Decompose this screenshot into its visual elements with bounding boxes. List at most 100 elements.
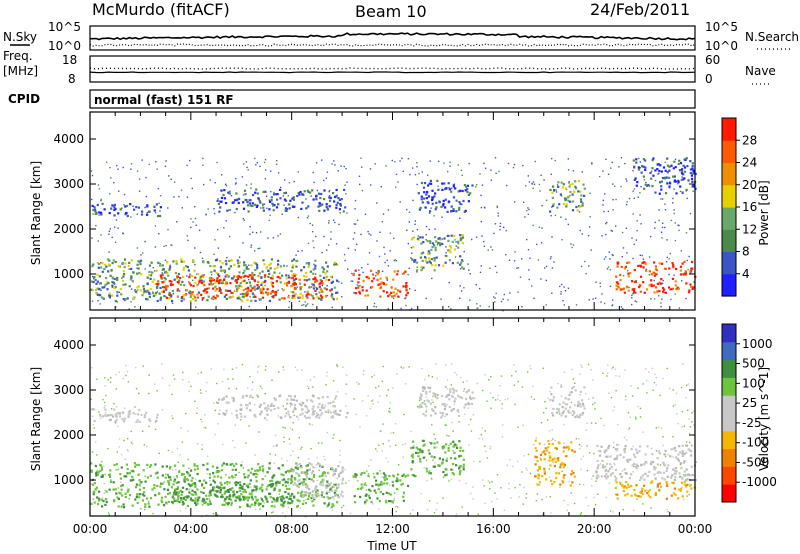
heatmap-cell — [238, 495, 241, 498]
scatter-cell — [657, 426, 660, 428]
scatter-cell — [367, 473, 370, 475]
heatmap-cell — [315, 414, 318, 417]
heatmap-cell — [360, 472, 364, 475]
heatmap-cell — [689, 483, 692, 487]
heatmap-cell — [163, 295, 166, 298]
scatter-cell — [666, 256, 668, 259]
scatter-cell — [378, 385, 380, 387]
heatmap-cell — [96, 280, 99, 283]
heatmap-cell — [399, 479, 402, 482]
scatter-cell — [110, 479, 112, 481]
scatter-cell — [199, 389, 202, 391]
heatmap-cell — [284, 207, 287, 210]
heatmap-cell — [451, 472, 454, 475]
heatmap-cell — [675, 267, 678, 271]
scatter-cell — [381, 450, 383, 452]
scatter-cell — [201, 485, 203, 487]
heatmap-cell — [452, 440, 455, 444]
scatter-cell — [686, 384, 688, 387]
heatmap-cell — [291, 493, 294, 496]
heatmap-cell — [246, 291, 249, 294]
scatter-cell — [458, 479, 461, 482]
heatmap-cell — [537, 477, 540, 480]
heatmap-cell — [243, 269, 246, 272]
heatmap-cell — [282, 264, 286, 267]
scatter-cell — [480, 265, 482, 267]
heatmap-cell — [271, 500, 274, 503]
heatmap-cell — [297, 480, 300, 483]
heatmap-cell — [371, 485, 374, 488]
scatter-cell — [136, 267, 138, 269]
scatter-cell — [458, 456, 460, 459]
heatmap-cell — [671, 481, 674, 484]
scatter-cell — [635, 418, 637, 420]
heatmap-cell — [570, 473, 573, 476]
scatter-cell — [374, 163, 376, 165]
scatter-cell — [304, 301, 306, 303]
heatmap-cell — [202, 486, 206, 489]
scatter-cell — [291, 479, 294, 481]
heatmap-cell — [332, 473, 335, 476]
heatmap-cell — [626, 261, 629, 264]
scatter-cell — [283, 436, 285, 439]
heatmap-cell — [354, 269, 357, 272]
scatter-cell — [502, 424, 504, 426]
scatter-cell — [122, 377, 125, 380]
scatter-cell — [92, 275, 94, 278]
heatmap-cell — [312, 272, 315, 275]
heatmap-cell — [306, 411, 309, 414]
colorbar-segment — [722, 273, 736, 297]
heatmap-cell — [321, 474, 324, 478]
heatmap-cell — [659, 471, 662, 474]
scatter-cell — [253, 294, 256, 296]
scatter-cell — [144, 206, 146, 209]
heatmap-cell — [277, 263, 280, 266]
heatmap-cell — [431, 408, 434, 411]
scatter-cell — [615, 458, 617, 461]
heatmap-cell — [223, 503, 226, 506]
scatter-cell — [610, 167, 612, 169]
heatmap-cell — [358, 290, 361, 293]
heatmap-cell — [339, 204, 342, 207]
heatmap-cell — [444, 474, 447, 477]
scatter-cell — [165, 473, 167, 475]
scatter-cell — [463, 250, 465, 253]
scatter-cell — [567, 450, 570, 452]
scatter-cell — [96, 378, 98, 380]
heatmap-cell — [286, 284, 289, 287]
heatmap-cell — [292, 470, 295, 473]
heatmap-cell — [377, 283, 380, 286]
heatmap-cell — [190, 484, 193, 487]
heatmap-cell — [317, 462, 320, 465]
heatmap-cell — [377, 488, 380, 491]
heatmap-cell — [459, 263, 462, 266]
scatter-cell — [164, 165, 167, 167]
heatmap-cell — [297, 191, 300, 195]
heatmap-cell — [385, 276, 388, 279]
heatmap-cell — [329, 196, 332, 199]
heatmap-cell — [164, 278, 167, 281]
heatmap-cell — [139, 289, 142, 292]
scatter-cell — [138, 178, 141, 180]
scatter-cell — [288, 274, 290, 276]
heatmap-cell — [214, 297, 217, 300]
heatmap-cell — [354, 501, 357, 504]
y-tick-label: 2000 — [53, 428, 84, 442]
scatter-cell — [99, 303, 101, 305]
scatter-cell — [435, 508, 438, 511]
heatmap-cell — [284, 480, 287, 483]
heatmap-cell — [422, 389, 425, 392]
scatter-cell — [526, 371, 529, 373]
heatmap-cell — [678, 169, 682, 172]
heatmap-cell — [627, 289, 630, 292]
heatmap-cell — [212, 287, 215, 290]
scatter-cell — [490, 246, 492, 248]
heatmap-cell — [320, 280, 323, 283]
scatter-cell — [167, 207, 169, 209]
heatmap-cell — [206, 462, 209, 465]
scatter-cell — [503, 293, 505, 296]
scatter-cell — [492, 296, 495, 298]
scatter-cell — [111, 408, 113, 410]
scatter-cell — [608, 251, 610, 253]
heatmap-cell — [376, 497, 379, 500]
